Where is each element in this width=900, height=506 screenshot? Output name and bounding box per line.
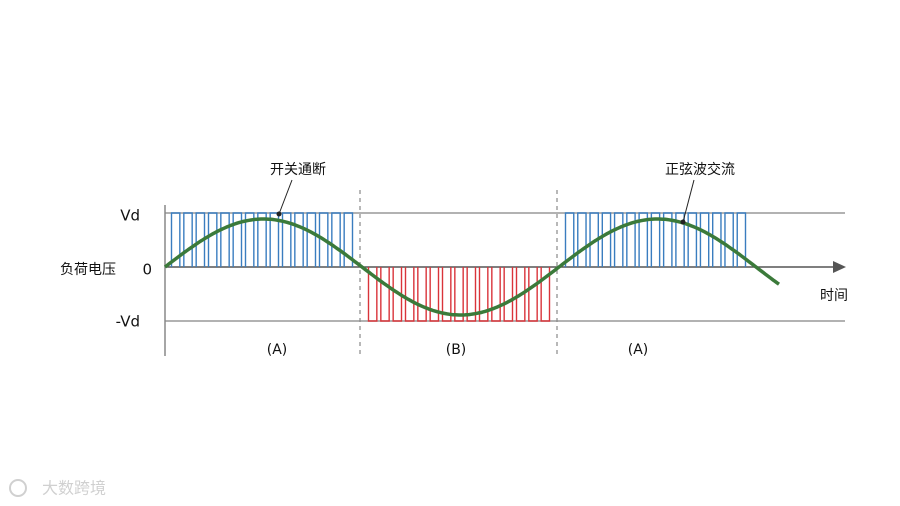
x-axis-label: 时间 <box>820 288 848 304</box>
watermark-logo <box>9 479 27 497</box>
leader-line <box>278 179 293 215</box>
switching-label: 开关通断 <box>270 162 326 178</box>
sine-label: 正弦波交流 <box>665 161 735 178</box>
region-label: (A) <box>267 342 288 358</box>
sine-wave <box>163 217 781 317</box>
watermark-text: 大数跨境 <box>42 479 106 498</box>
region-label: (A) <box>628 342 649 358</box>
neg-vd-label: -Vd <box>116 313 140 331</box>
pulse-train <box>564 212 747 267</box>
leader-line <box>682 179 695 223</box>
region-label: (B) <box>446 342 467 358</box>
zero-label: 0 <box>142 261 152 279</box>
pulse-train <box>367 267 551 322</box>
vd-label: Vd <box>120 207 140 225</box>
leader-dot <box>680 219 686 225</box>
pulse-train <box>170 212 354 267</box>
axis-arrow <box>833 261 846 273</box>
watermark: 大数跨境 <box>9 479 106 498</box>
pulses <box>170 212 747 322</box>
y-axis-label: 负荷电压 <box>60 262 116 278</box>
leader-dot <box>276 211 282 217</box>
